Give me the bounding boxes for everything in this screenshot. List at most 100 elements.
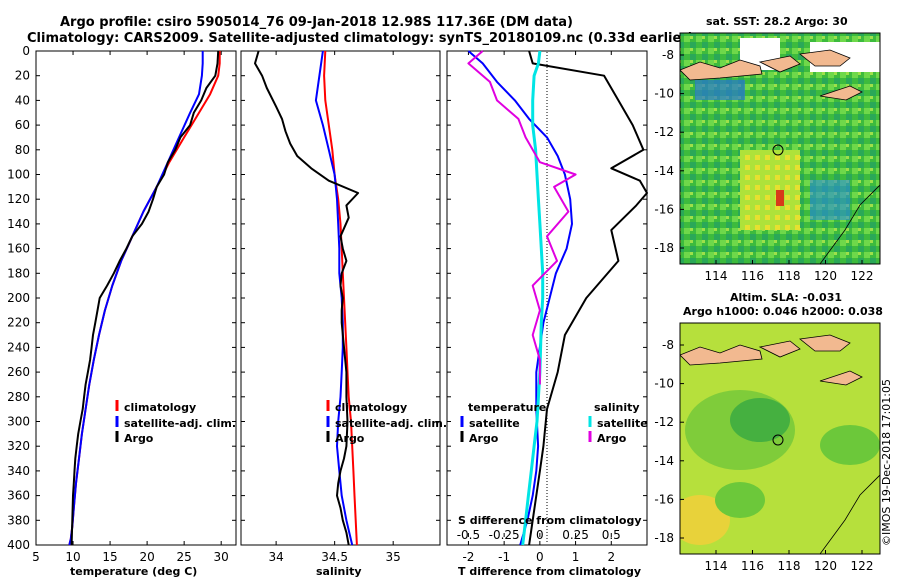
difference-legend: temperature salinity satellite Argo sate… bbox=[460, 401, 648, 445]
depth-tick-label: 340 bbox=[7, 464, 30, 478]
sst-map-frame bbox=[679, 32, 881, 265]
depth-tick-label: 180 bbox=[7, 266, 30, 280]
sst-hot-spot bbox=[776, 190, 784, 206]
lat-tick-label: -14 bbox=[654, 454, 674, 468]
sst-map-title: sat. SST: 28.2 Argo: 30 bbox=[706, 15, 848, 28]
depth-tick-label: 140 bbox=[7, 217, 30, 231]
legend-climatology-label: climatology bbox=[124, 401, 196, 414]
legend-s-satellite-label: satellite bbox=[597, 417, 648, 430]
australia-shelf-contour bbox=[819, 474, 880, 554]
depth-tick-label: 280 bbox=[7, 390, 30, 404]
difference-x-ticks: -2 -1 0 1 2 bbox=[462, 51, 615, 564]
sla-low-region-south bbox=[715, 482, 765, 518]
series-line-satellite-adj-clim- bbox=[68, 51, 204, 546]
lon-tick-label: 122 bbox=[851, 559, 874, 573]
salinity-panel: 34 34.5 35 salinity climatology satellite-… bbox=[254, 50, 447, 578]
salinity-difference-label: S difference from climatology bbox=[458, 514, 642, 527]
x-tick-label: 30 bbox=[214, 550, 229, 564]
land-lombok bbox=[758, 55, 801, 73]
argo-location-marker bbox=[772, 144, 784, 156]
legend-satellite-label: satellite-adj. clim. bbox=[124, 417, 236, 430]
sla-map-frame bbox=[679, 322, 881, 555]
series-line-satellite-salinity bbox=[521, 50, 545, 546]
legend-salinity-header: salinity bbox=[594, 401, 640, 414]
sla-low-region-east bbox=[820, 425, 880, 465]
s-tick-label: 0.25 bbox=[562, 528, 589, 542]
depth-tick-label: 160 bbox=[7, 242, 30, 256]
s-tick-label: 0 bbox=[536, 528, 544, 542]
depth-tick-label: 300 bbox=[7, 415, 30, 429]
legend-temperature-header: temperature bbox=[468, 401, 546, 414]
s-tick-label: 0.5 bbox=[602, 528, 621, 542]
sst-warm-patch bbox=[740, 150, 800, 230]
lon-tick-label: 116 bbox=[741, 269, 764, 283]
series-line-satellite-adj-clim- bbox=[314, 50, 354, 546]
salinity-legend: climatology satellite-adj. clim. Argo bbox=[326, 400, 447, 445]
lon-tick-label: 114 bbox=[705, 269, 728, 283]
legend-t-argo-label: Argo bbox=[469, 432, 499, 445]
land-sumba bbox=[819, 370, 863, 386]
s-tick-label: -0.5 bbox=[457, 528, 480, 542]
title-line-2: Climatology: CARS2009. Satellite-adjuste… bbox=[27, 31, 694, 46]
depth-tick-label: 260 bbox=[7, 365, 30, 379]
series-line-argo-temperature bbox=[528, 50, 648, 546]
legend-argo-label: Argo bbox=[335, 432, 365, 445]
salinity-difference-ticks: -0.5 -0.25 0 0.25 0.5 bbox=[457, 528, 621, 542]
sla-map-title: Altim. SLA: -0.031 bbox=[730, 291, 842, 304]
lon-tick-label: 120 bbox=[814, 559, 837, 573]
salinity-xlabel: salinity bbox=[316, 565, 362, 578]
credit-text: ©IMOS 19-Dec-2018 17:01:05 bbox=[880, 379, 893, 546]
legend-s-argo-label: Argo bbox=[597, 432, 627, 445]
temperature-panel-frame bbox=[35, 50, 237, 546]
depth-tick-label: 60 bbox=[15, 118, 30, 132]
depth-tick-label: 200 bbox=[7, 291, 30, 305]
difference-series bbox=[467, 50, 648, 546]
salinity-x-ticks: 34 34.5 35 bbox=[268, 51, 401, 564]
lat-tick-label: -14 bbox=[654, 164, 674, 178]
lat-tick-label: -8 bbox=[662, 48, 674, 62]
salinity-series bbox=[254, 50, 360, 546]
legend-t-satellite-label: satellite bbox=[469, 417, 520, 430]
sla-map: Altim. SLA: -0.031 Argo h1000: 0.046 h20… bbox=[654, 291, 883, 573]
land-sumbawa bbox=[799, 334, 851, 352]
sla-low-core bbox=[730, 398, 790, 442]
lat-tick-label: -8 bbox=[662, 338, 674, 352]
legend-climatology-label: climatology bbox=[335, 401, 407, 414]
x-tick-label: -2 bbox=[462, 550, 474, 564]
x-tick-label: 25 bbox=[177, 550, 192, 564]
x-tick-label: 34 bbox=[268, 550, 283, 564]
temperature-panel: 5 10 15 20 25 30 temperature (deg C) climatol… bbox=[32, 50, 236, 578]
land-sumba bbox=[819, 85, 863, 101]
difference-xlabel: T difference from climatology bbox=[458, 565, 641, 578]
series-line-argo-salinity bbox=[467, 50, 577, 385]
x-tick-label: 1 bbox=[572, 550, 580, 564]
lat-tick-label: -16 bbox=[654, 202, 674, 216]
sst-cool-patch bbox=[810, 180, 850, 220]
depth-tick-label: 80 bbox=[15, 143, 30, 157]
lat-tick-label: -12 bbox=[654, 415, 674, 429]
x-tick-label: 10 bbox=[65, 550, 80, 564]
land-java-bali bbox=[680, 59, 763, 81]
depth-tick-label: 240 bbox=[7, 340, 30, 354]
depth-tick-label: 0 bbox=[22, 44, 30, 58]
land-lombok bbox=[758, 340, 801, 358]
x-tick-label: 15 bbox=[102, 550, 117, 564]
temperature-series bbox=[68, 50, 221, 546]
depth-tick-label: 40 bbox=[15, 93, 30, 107]
x-tick-label: 5 bbox=[32, 550, 40, 564]
land-java-bali bbox=[680, 344, 763, 366]
legend-satellite-label: satellite-adj. clim. bbox=[335, 417, 447, 430]
lon-tick-label: 118 bbox=[778, 269, 801, 283]
lon-tick-label: 120 bbox=[814, 269, 837, 283]
series-line-climatology bbox=[68, 51, 221, 546]
depth-tick-label: 360 bbox=[7, 489, 30, 503]
sst-map-ticks: -8 -10 -12 -14 -16 -18 114 116 118 120 122 bbox=[654, 48, 873, 283]
lon-tick-label: 116 bbox=[741, 559, 764, 573]
series-line-argo bbox=[70, 50, 220, 546]
depth-tick-label: 380 bbox=[7, 513, 30, 527]
x-tick-label: 34.5 bbox=[321, 550, 348, 564]
lat-tick-label: -10 bbox=[654, 87, 674, 101]
temperature-xlabel: temperature (deg C) bbox=[70, 565, 197, 578]
depth-axis: 0 20 40 60 80 100 120 140 160 180 200 220 240 260 280 3… bbox=[7, 44, 647, 552]
